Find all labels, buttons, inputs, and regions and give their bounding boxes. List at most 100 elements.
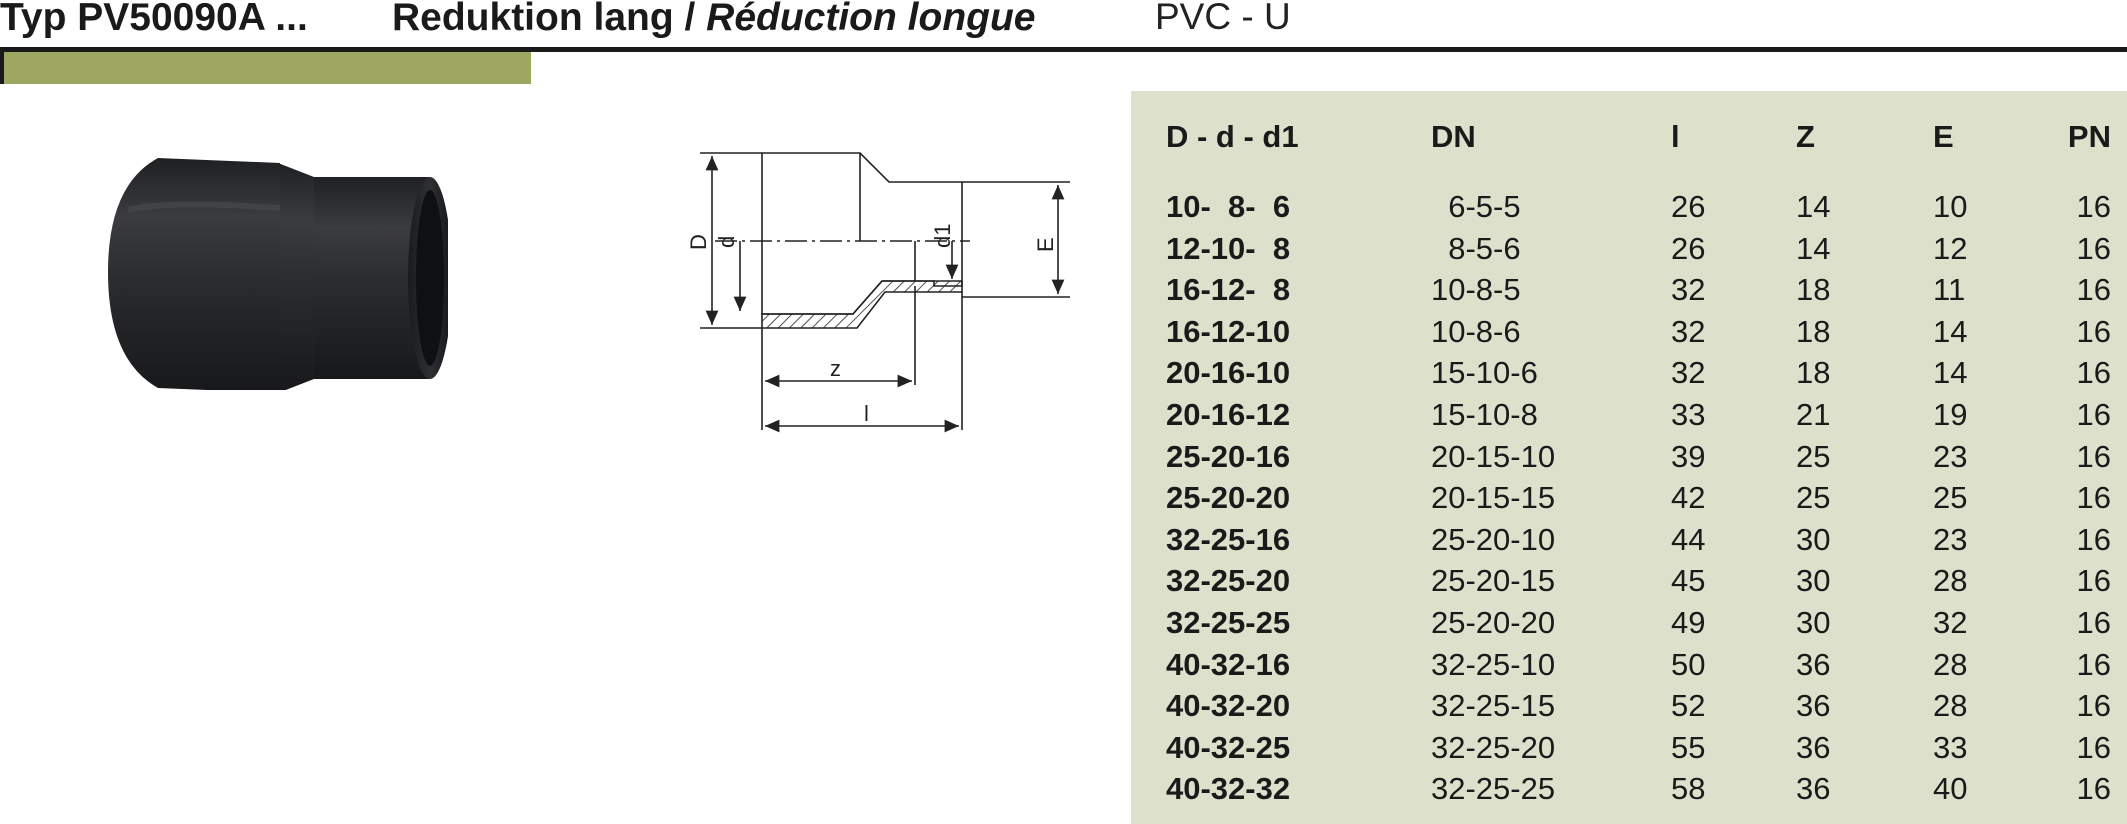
cell-e: 28 — [1933, 688, 1968, 724]
cell-pn: 16 — [2076, 729, 2111, 765]
cell-e: 10 — [1933, 189, 1968, 224]
cell-pn: 16 — [2076, 605, 2111, 640]
cell-pn: 16 — [2076, 480, 2111, 516]
label-l: l — [864, 401, 869, 426]
cell-dn: 25-20-15 — [1431, 563, 1556, 599]
fitting-photo — [108, 158, 448, 390]
cell-e: 28 — [1933, 646, 1968, 682]
cell-e: 28 — [1933, 563, 1968, 599]
cell-pn: 16 — [2076, 521, 2111, 557]
type-code: Typ PV50090A ... — [0, 0, 308, 39]
cell-z: 30 — [1796, 605, 1831, 640]
cell-pn: 16 — [2076, 230, 2111, 266]
cell-e: 14 — [1933, 355, 1968, 391]
label-d: d — [714, 236, 739, 248]
cell-z: 14 — [1796, 189, 1831, 224]
cell-size: 40-32-25 — [1166, 729, 1291, 765]
header-dn: DN — [1431, 119, 1476, 154]
cell-l: 32 — [1671, 313, 1706, 349]
cell-z: 18 — [1796, 355, 1831, 391]
cell-size: 32-25-25 — [1166, 605, 1291, 640]
cell-l: 50 — [1671, 646, 1706, 682]
cell-z: 25 — [1796, 480, 1831, 516]
cell-size: 20-16-10 — [1166, 355, 1291, 391]
cell-z: 36 — [1796, 729, 1831, 765]
header-z: Z — [1796, 119, 1815, 154]
title-french: Réduction longue — [706, 0, 1036, 39]
cell-dn: 32-25-25 — [1431, 771, 1556, 807]
cell-size: 25-20-16 — [1166, 438, 1291, 474]
cell-e: 19 — [1933, 397, 1968, 432]
cell-l: 58 — [1671, 771, 1706, 807]
cell-l: 39 — [1671, 438, 1706, 474]
cell-dn: 20-15-15 — [1431, 480, 1556, 516]
header-pn: PN — [2067, 119, 2111, 154]
cell-e: 23 — [1933, 521, 1968, 557]
label-D: D — [686, 234, 711, 250]
cell-z: 30 — [1796, 563, 1831, 599]
cell-z: 18 — [1796, 313, 1831, 349]
cell-dn: 32-25-10 — [1431, 646, 1556, 682]
cell-z: 18 — [1796, 272, 1831, 308]
cell-pn: 16 — [2076, 397, 2111, 432]
cell-pn: 16 — [2076, 272, 2111, 308]
cell-pn: 16 — [2076, 189, 2111, 224]
cell-e: 23 — [1933, 438, 1968, 474]
cell-z: 21 — [1796, 397, 1831, 432]
accent-bar — [4, 52, 531, 84]
cell-dn: 32-25-15 — [1431, 688, 1556, 724]
cell-z: 25 — [1796, 438, 1831, 474]
cell-pn: 16 — [2076, 688, 2111, 724]
cell-l: 52 — [1671, 688, 1706, 724]
cell-z: 30 — [1796, 521, 1831, 557]
title-german: Reduktion lang / — [392, 0, 707, 39]
cell-size: 40-32-16 — [1166, 646, 1291, 682]
cell-l: 32 — [1671, 355, 1706, 391]
cell-pn: 16 — [2076, 355, 2111, 391]
cell-dn: 8-5-6 — [1431, 230, 1521, 266]
cell-z: 14 — [1796, 230, 1831, 266]
cell-pn: 16 — [2076, 313, 2111, 349]
cell-size: 16-12- 8 — [1166, 272, 1291, 308]
cell-size: 40-32-20 — [1166, 688, 1291, 724]
cell-e: 33 — [1933, 729, 1968, 765]
cell-size: 25-20-20 — [1166, 480, 1291, 516]
header-l: l — [1671, 119, 1680, 154]
cell-e: 11 — [1933, 272, 1966, 308]
cell-l: 32 — [1671, 272, 1706, 308]
cell-e: 25 — [1933, 480, 1968, 516]
cell-z: 36 — [1796, 771, 1831, 807]
page-header: Typ PV50090A ... Reduktion lang / Réduct… — [0, 0, 2127, 48]
cell-size: 16-12-10 — [1166, 313, 1291, 349]
cell-l: 49 — [1671, 605, 1706, 640]
cell-l: 26 — [1671, 230, 1706, 266]
header-ddd: D - d - d1 — [1166, 119, 1299, 154]
cell-dn: 15-10-8 — [1431, 397, 1538, 432]
cell-pn: 16 — [2076, 771, 2111, 807]
cell-size: 10- 8- 6 — [1166, 189, 1291, 224]
cell-z: 36 — [1796, 688, 1831, 724]
cell-size: 32-25-20 — [1166, 563, 1291, 599]
cell-l: 45 — [1671, 563, 1706, 599]
cell-z: 36 — [1796, 646, 1831, 682]
label-E: E — [1033, 237, 1058, 252]
material-label: PVC - U — [1155, 0, 1291, 37]
dimension-drawing: D d d1 E z l — [686, 152, 1070, 433]
header-rule — [0, 47, 2127, 52]
cell-dn: 20-15-10 — [1431, 438, 1556, 474]
cell-dn: 10-8-5 — [1431, 272, 1521, 308]
cell-size: 32-25-16 — [1166, 521, 1291, 557]
cell-dn: 25-20-10 — [1431, 521, 1556, 557]
cell-l: 33 — [1671, 397, 1706, 432]
cell-size: 40-32-32 — [1166, 771, 1291, 807]
dimension-table: D - d - d1 DN l Z E PN 10- 8- 6 6-5-5 26 1… — [1131, 91, 2127, 824]
label-z: z — [830, 356, 841, 381]
cell-e: 12 — [1933, 230, 1968, 266]
cell-dn: 6-5-5 — [1431, 189, 1521, 224]
cell-pn: 16 — [2076, 646, 2111, 682]
cell-size: 12-10- 8 — [1166, 230, 1291, 266]
cell-e: 40 — [1933, 771, 1968, 807]
cell-dn: 15-10-6 — [1431, 355, 1538, 391]
cell-dn: 25-20-20 — [1431, 605, 1556, 640]
cell-l: 26 — [1671, 189, 1706, 224]
